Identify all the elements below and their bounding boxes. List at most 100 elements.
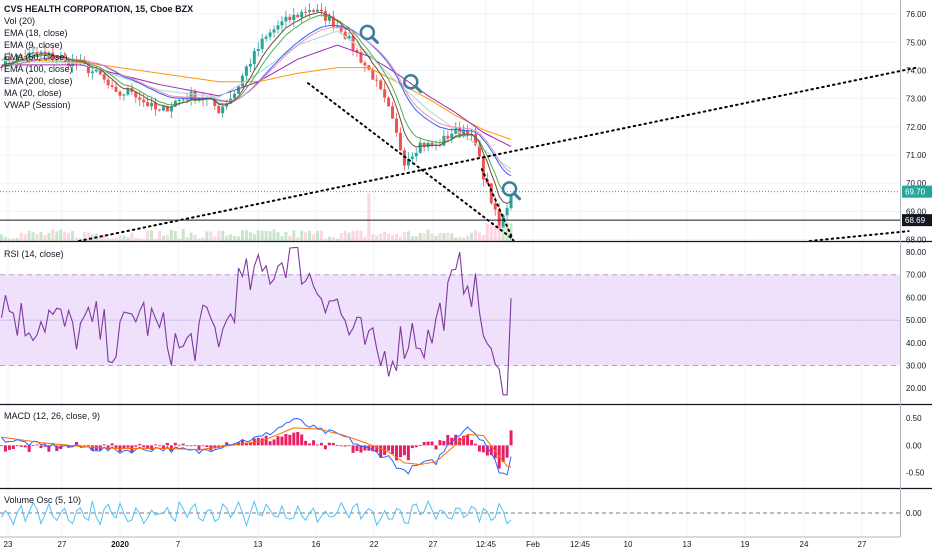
volume-bar (319, 230, 323, 241)
macd-histogram-bar (126, 445, 130, 448)
volume-bar (39, 231, 43, 241)
volume-bar (379, 233, 383, 241)
volume-osc-line (1, 499, 512, 528)
volume-bar (67, 232, 71, 241)
price-candle (260, 38, 264, 50)
volume-bar (118, 235, 122, 241)
volume-bar (138, 238, 142, 241)
macd-histogram-bar (82, 445, 86, 447)
price-pane[interactable] (0, 3, 918, 242)
price-candle (161, 106, 165, 111)
price-candle (304, 11, 308, 13)
macd-histogram-bar (276, 436, 280, 446)
price-candle (454, 127, 458, 134)
volume-bar (193, 234, 197, 241)
macd-histogram-bar (406, 445, 410, 461)
volume-bar (288, 235, 292, 241)
macd-histogram-bar (312, 440, 316, 446)
volume-bar (213, 236, 217, 241)
time-scale[interactable]: 23 27 2020 7 13 16 22 27 12:45 Feb 12:45 10 13 19 24 27 (0, 536, 900, 549)
price-candle (35, 52, 39, 54)
price-candle (505, 208, 509, 216)
price-candle (312, 10, 316, 12)
x-tick-label: 27 (58, 540, 67, 549)
macd-histogram-bar (11, 445, 15, 449)
price-candle (98, 69, 102, 75)
volume-bar (383, 231, 387, 241)
macd-histogram-bar (477, 445, 481, 452)
price-candle (19, 55, 23, 57)
search-icon-handle (413, 84, 423, 94)
volume-bar (438, 232, 442, 241)
y-tick-label: 68.00 (906, 236, 927, 245)
macd-histogram-bar (300, 434, 304, 446)
price-candle (217, 106, 221, 114)
macd-histogram-bar (426, 441, 430, 446)
price-candle (169, 106, 173, 112)
price-candle (15, 55, 19, 62)
level-price-tag (902, 214, 932, 227)
volume-bar (205, 231, 209, 241)
volume-bar (470, 232, 474, 241)
price-candle (114, 86, 118, 92)
price-candle (339, 26, 343, 32)
volume-bar (406, 231, 410, 241)
macd-pane[interactable] (0, 417, 513, 476)
search-icon (359, 24, 379, 44)
price-candle (86, 64, 90, 74)
volume-bar (240, 230, 244, 241)
rsi-pane[interactable] (0, 246, 900, 396)
price-candle (118, 91, 122, 96)
price-candle (264, 36, 268, 39)
price-candle (248, 63, 252, 67)
legend-rsi: RSI (14, close) (4, 249, 64, 259)
price-candle (3, 56, 7, 67)
volume-bar (284, 231, 288, 241)
volume-bar (280, 236, 284, 241)
volume-bar (335, 238, 339, 241)
volume-bar (110, 238, 114, 241)
macd-histogram-bar (244, 443, 248, 446)
volume-bar (304, 232, 308, 241)
volume-bar (201, 237, 205, 241)
price-candle (193, 91, 197, 101)
volume-bar (114, 238, 118, 241)
volume-bar (150, 230, 154, 241)
price-candle (363, 62, 367, 66)
volume-bar (462, 237, 466, 241)
search-icon-lens (501, 181, 518, 197)
macd-histogram-bar (395, 445, 398, 461)
volume-bar (489, 223, 493, 241)
macd-histogram-bar (296, 431, 300, 446)
volume-bar (296, 237, 300, 241)
price-candle (221, 106, 225, 114)
price-scale[interactable]: 76.00 75.00 74.00 73.00 72.00 71.00 70.00 69.00… (902, 10, 932, 518)
grid-lines (0, 0, 900, 536)
macd-histogram-bar (363, 445, 367, 451)
price-candle (462, 130, 466, 135)
macd-histogram-bar (347, 445, 351, 447)
macd-histogram-bar (489, 445, 493, 456)
volume-bar (229, 234, 233, 241)
price-candle (422, 142, 426, 148)
macd-histogram-bar (414, 445, 418, 448)
volume-oscillator-pane[interactable] (0, 499, 900, 528)
volume-bar (0, 234, 3, 241)
macd-histogram-bar (134, 445, 138, 447)
volume-bar (363, 236, 367, 241)
price-candle (181, 99, 185, 101)
volume-bar (23, 234, 27, 241)
macd-histogram-bar (304, 440, 308, 446)
macd-histogram-bar (181, 443, 185, 446)
volume-bar (51, 229, 55, 241)
macd-histogram-bar (106, 445, 110, 450)
macd-histogram-bar (158, 445, 161, 447)
price-candle (477, 145, 481, 157)
macd-histogram-bar (462, 435, 466, 446)
last-price-tag (902, 185, 932, 198)
macd-histogram-bar (355, 445, 359, 452)
volume-bar (292, 230, 296, 241)
macd-histogram-bar (470, 439, 474, 446)
legend-symbol: CVS HEALTH CORPORATION, 15, Cboe BZX (4, 4, 193, 14)
